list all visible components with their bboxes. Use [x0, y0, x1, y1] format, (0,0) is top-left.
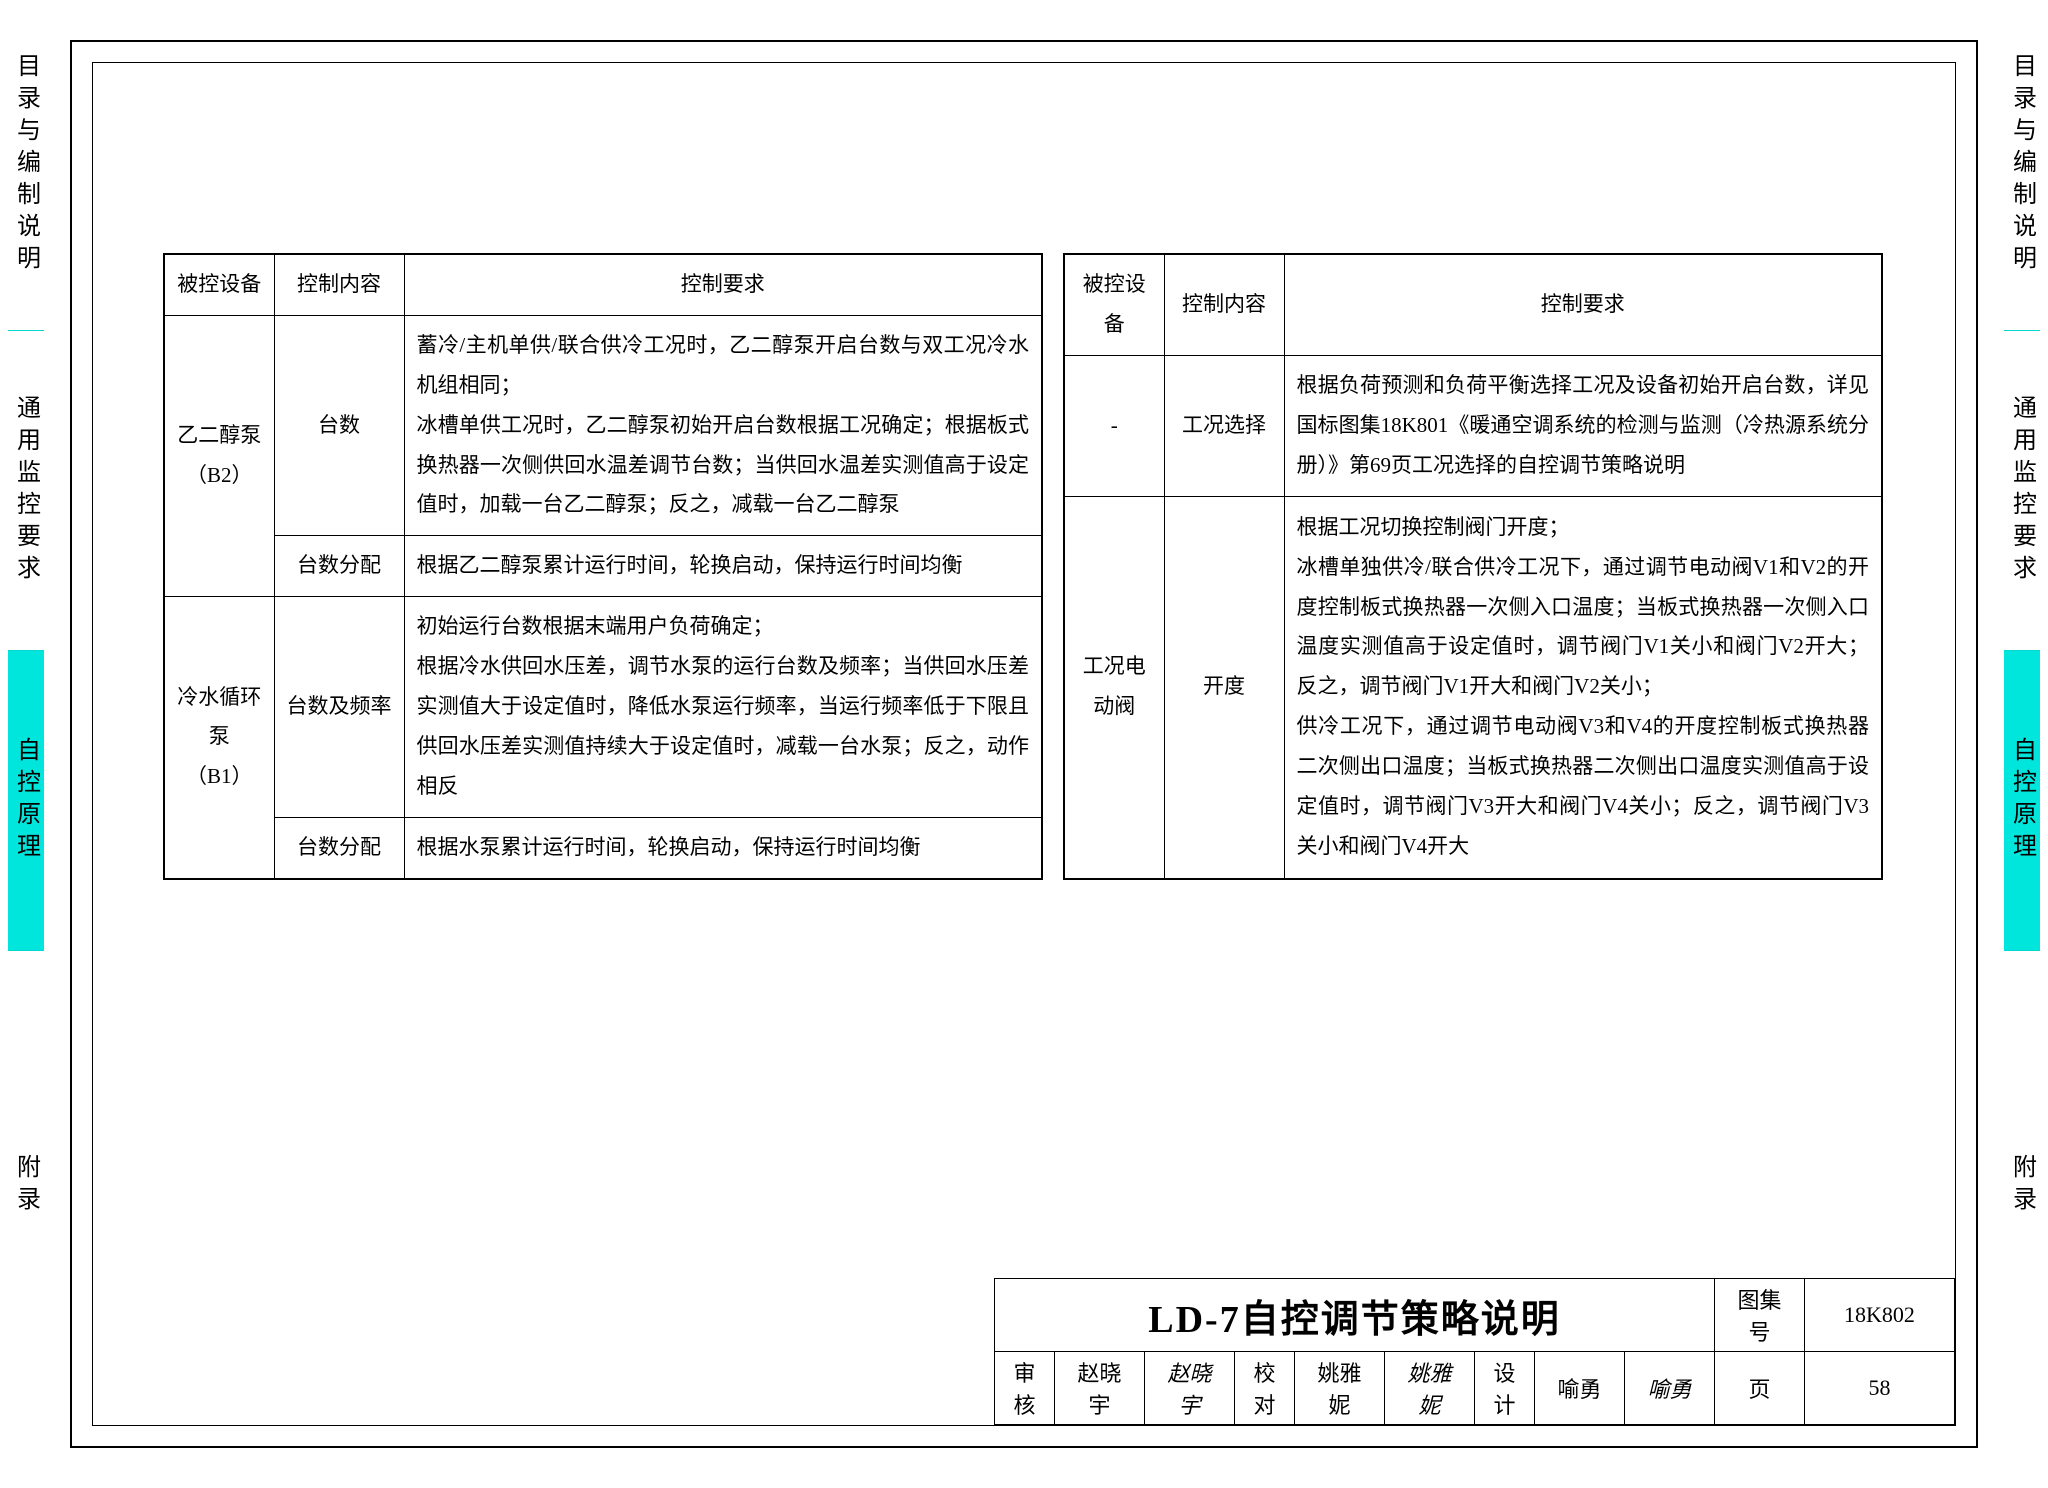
th-content: 控制内容 [274, 254, 404, 315]
inner-frame: 被控设备 控制内容 控制要求 乙二醇泵（B2）台数蓄冷/主机单供/联合供冷工况时… [92, 62, 1956, 1426]
control-content-cell: 台数 [274, 315, 404, 535]
th-requirement: 控制要求 [404, 254, 1042, 315]
th-device: 被控设备 [1064, 254, 1164, 355]
requirement-cell: 根据负荷预测和负荷平衡选择工况及设备初始开启台数，详见国标图集18K801《暖通… [1284, 355, 1882, 496]
checker-name: 姚雅妮 [1295, 1352, 1385, 1425]
control-content-cell: 开度 [1164, 497, 1284, 879]
set-number: 18K802 [1805, 1279, 1955, 1352]
reviewer-name: 赵晓宇 [1055, 1352, 1145, 1425]
page-label: 页 [1715, 1352, 1805, 1425]
designer-signature: 喻勇 [1625, 1352, 1715, 1425]
control-content-cell: 台数分配 [274, 817, 404, 878]
device-cell: 冷水循环泵（B1） [164, 597, 274, 879]
title-block: LD-7自控调节策略说明 图集号 18K802 审核 赵晓宇 赵晓宇 校对 姚雅… [994, 1278, 1955, 1425]
side-tab[interactable]: 通用监控要求 [2004, 330, 2040, 650]
requirement-cell: 根据工况切换控制阀门开度；冰槽单独供冷/联合供冷工况下，通过调节电动阀V1和V2… [1284, 497, 1882, 879]
tables-container: 被控设备 控制内容 控制要求 乙二醇泵（B2）台数蓄冷/主机单供/联合供冷工况时… [163, 253, 1885, 880]
device-cell: 工况电动阀 [1064, 497, 1164, 879]
review-label: 审核 [995, 1352, 1055, 1425]
side-tab[interactable]: 附录 [8, 950, 44, 1420]
control-content-cell: 台数及频率 [274, 597, 404, 817]
control-content-cell: 台数分配 [274, 536, 404, 597]
check-label: 校对 [1235, 1352, 1295, 1425]
control-table-right: 被控设备 控制内容 控制要求 -工况选择根据负荷预测和负荷平衡选择工况及设备初始… [1063, 253, 1883, 880]
page-number: 58 [1805, 1352, 1955, 1425]
device-cell: - [1064, 355, 1164, 496]
requirement-cell: 根据水泵累计运行时间，轮换启动，保持运行时间均衡 [404, 817, 1042, 878]
side-tab[interactable]: 通用监控要求 [8, 330, 44, 650]
right-side-tabs: 目录与编制说明通用监控要求自控原理附录 [2004, 0, 2040, 1488]
control-content-cell: 工况选择 [1164, 355, 1284, 496]
requirement-cell: 初始运行台数根据末端用户负荷确定；根据冷水供回水压差，调节水泵的运行台数及频率；… [404, 597, 1042, 817]
side-tab[interactable]: 目录与编制说明 [8, 0, 44, 330]
checker-signature: 姚雅妮 [1385, 1352, 1475, 1425]
device-cell: 乙二醇泵（B2） [164, 315, 274, 596]
drawing-frame: 被控设备 控制内容 控制要求 乙二醇泵（B2）台数蓄冷/主机单供/联合供冷工况时… [70, 40, 1978, 1448]
drawing-title: LD-7自控调节策略说明 [995, 1279, 1715, 1352]
left-side-tabs: 目录与编制说明通用监控要求自控原理附录 [8, 0, 44, 1488]
th-device: 被控设备 [164, 254, 274, 315]
designer-name: 喻勇 [1535, 1352, 1625, 1425]
th-requirement: 控制要求 [1284, 254, 1882, 355]
requirement-cell: 根据乙二醇泵累计运行时间，轮换启动，保持运行时间均衡 [404, 536, 1042, 597]
requirement-cell: 蓄冷/主机单供/联合供冷工况时，乙二醇泵开启台数与双工况冷水机组相同；冰槽单供工… [404, 315, 1042, 535]
set-label: 图集号 [1715, 1279, 1805, 1352]
th-content: 控制内容 [1164, 254, 1284, 355]
reviewer-signature: 赵晓宇 [1145, 1352, 1235, 1425]
left-tbody: 乙二醇泵（B2）台数蓄冷/主机单供/联合供冷工况时，乙二醇泵开启台数与双工况冷水… [164, 315, 1042, 878]
side-tab[interactable]: 自控原理 [2004, 650, 2040, 950]
control-table-left: 被控设备 控制内容 控制要求 乙二醇泵（B2）台数蓄冷/主机单供/联合供冷工况时… [163, 253, 1043, 880]
side-tab[interactable]: 附录 [2004, 950, 2040, 1420]
side-tab[interactable]: 目录与编制说明 [2004, 0, 2040, 330]
design-label: 设计 [1475, 1352, 1535, 1425]
side-tab[interactable]: 自控原理 [8, 650, 44, 950]
right-tbody: -工况选择根据负荷预测和负荷平衡选择工况及设备初始开启台数，详见国标图集18K8… [1064, 355, 1882, 878]
